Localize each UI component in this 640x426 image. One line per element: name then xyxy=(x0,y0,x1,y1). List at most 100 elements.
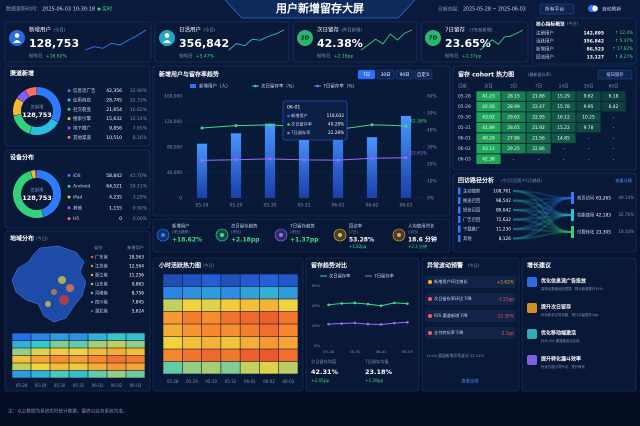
range-label[interactable]: 30日 xyxy=(381,72,391,78)
link[interactable]: 查看全部 xyxy=(461,378,479,385)
value-label: 15,632 xyxy=(106,116,122,122)
rank-dot xyxy=(90,282,94,286)
label: 活跃用户 xyxy=(536,38,554,45)
table-cell: - xyxy=(613,116,615,121)
heat-cell xyxy=(12,370,31,378)
platform-label[interactable]: 所有平台 xyxy=(545,6,564,13)
label: 108,761 xyxy=(493,189,511,195)
heat-cell xyxy=(259,361,279,374)
range-label[interactable]: 7日 xyxy=(363,72,370,78)
panel-title: 留存趋势对比 xyxy=(311,262,347,270)
range-button[interactable] xyxy=(357,69,376,80)
heat-cell xyxy=(50,355,69,363)
value-label: 58,842 xyxy=(106,173,122,179)
range-button[interactable] xyxy=(395,69,414,80)
heat-cell xyxy=(259,274,279,287)
data-label: 42.38% xyxy=(410,118,428,124)
stat-sub: (环比趋势) xyxy=(172,229,190,234)
summary-value: 42.31% xyxy=(311,368,339,376)
panel-title: 回访路径分析 xyxy=(458,177,494,185)
sparkline xyxy=(479,29,524,51)
source-node xyxy=(458,187,461,195)
y-tick-label: 60% xyxy=(312,283,321,288)
panel xyxy=(305,257,420,392)
map-hotspot xyxy=(51,289,57,295)
line-point xyxy=(302,158,306,162)
legend-dot xyxy=(67,89,71,93)
table-cell: - xyxy=(613,137,615,142)
label: 实时 xyxy=(102,6,112,13)
summary-label: 次日留存均值 xyxy=(311,358,336,365)
table-cell: - xyxy=(563,147,565,152)
line-point xyxy=(366,322,370,326)
label: 其他 xyxy=(463,235,472,242)
platform-select[interactable] xyxy=(539,3,575,15)
alert-row xyxy=(425,310,516,322)
kpi-value: 42.38% xyxy=(317,37,363,50)
alert-value: -3.21pp xyxy=(497,297,514,303)
heat-cell xyxy=(182,286,202,299)
table-cell: 21.86 xyxy=(532,94,545,100)
cohort-cell xyxy=(501,91,526,101)
range-button[interactable] xyxy=(414,69,433,80)
x-tick-label: 06-01 xyxy=(376,349,388,354)
table-cell: 28.99 xyxy=(507,104,520,110)
table-cell: 15.78 xyxy=(557,104,570,110)
heat-cell xyxy=(69,333,88,341)
heat-cell xyxy=(88,355,107,363)
cohort-cell xyxy=(501,101,526,112)
x-tick-label: 05-30 xyxy=(349,349,361,354)
table-cell: 9.95 xyxy=(584,104,594,110)
heat-cell xyxy=(12,333,31,341)
kpi-value: 356,842 xyxy=(179,37,229,50)
suggestion-icon xyxy=(527,303,537,313)
label: 18,563 xyxy=(129,255,144,261)
line-point xyxy=(366,302,370,306)
label: (今日) xyxy=(36,235,48,242)
label: 98,542 xyxy=(496,198,511,204)
x-tick-label: 06-02 xyxy=(263,379,275,384)
kpi-icon xyxy=(159,30,175,46)
legend-label: Android xyxy=(73,184,91,190)
heat-cell xyxy=(221,324,240,337)
pie-slice xyxy=(13,98,24,116)
heat-cell xyxy=(279,274,298,287)
source-node xyxy=(458,197,461,204)
link[interactable]: 查看详情 xyxy=(615,177,632,184)
label: 42,183 xyxy=(596,213,611,219)
heat-cell xyxy=(31,333,50,341)
range-label[interactable]: 90日 xyxy=(400,72,410,78)
range-label[interactable]: 自定义 xyxy=(417,71,431,78)
range-button[interactable] xyxy=(376,69,395,80)
share-label: 3.29% xyxy=(133,195,148,201)
x-tick-label: 06-01 xyxy=(244,379,256,384)
label: ↑ 5.47% xyxy=(615,38,633,43)
label: 86,523 xyxy=(587,47,604,53)
kpi-change: +5.47% xyxy=(196,54,215,60)
flow xyxy=(512,230,572,240)
cohort-cell xyxy=(551,101,576,112)
sparkline xyxy=(360,29,413,51)
flow xyxy=(512,189,572,200)
panel xyxy=(4,65,151,147)
cohort-button[interactable] xyxy=(597,69,633,80)
label: 首页访问 xyxy=(577,195,594,202)
heat-cell xyxy=(240,361,260,374)
legend-label: iPad xyxy=(73,195,83,201)
x-tick-label: 05-29 xyxy=(35,383,47,388)
kpi-label: 次日留存 xyxy=(317,26,340,34)
line-point xyxy=(268,123,272,127)
data-label: 23.65% xyxy=(410,150,428,156)
kpi-icon xyxy=(297,30,313,46)
button-label[interactable]: 按日留存 xyxy=(606,71,624,78)
y-tick-label: 0 xyxy=(179,196,182,202)
value-label: 21,654 xyxy=(106,107,122,113)
y2-tick-label: 60% xyxy=(427,94,437,100)
legend-dot xyxy=(67,173,71,177)
stat-icon-core xyxy=(220,233,224,237)
heat-cell xyxy=(69,363,88,371)
legend-dot xyxy=(67,217,71,221)
kpi-sub: (今日) xyxy=(203,27,215,34)
refresh-label[interactable]: 自动刷新 xyxy=(602,6,621,13)
heat-cell xyxy=(163,324,182,337)
